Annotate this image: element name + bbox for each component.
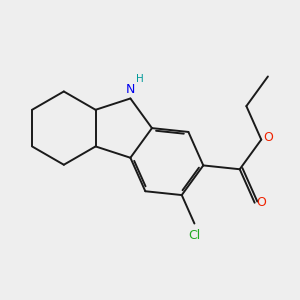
Text: H: H [136, 74, 143, 84]
Text: Cl: Cl [188, 229, 200, 242]
Text: O: O [263, 131, 273, 144]
Text: N: N [126, 83, 135, 96]
Text: O: O [256, 196, 266, 209]
